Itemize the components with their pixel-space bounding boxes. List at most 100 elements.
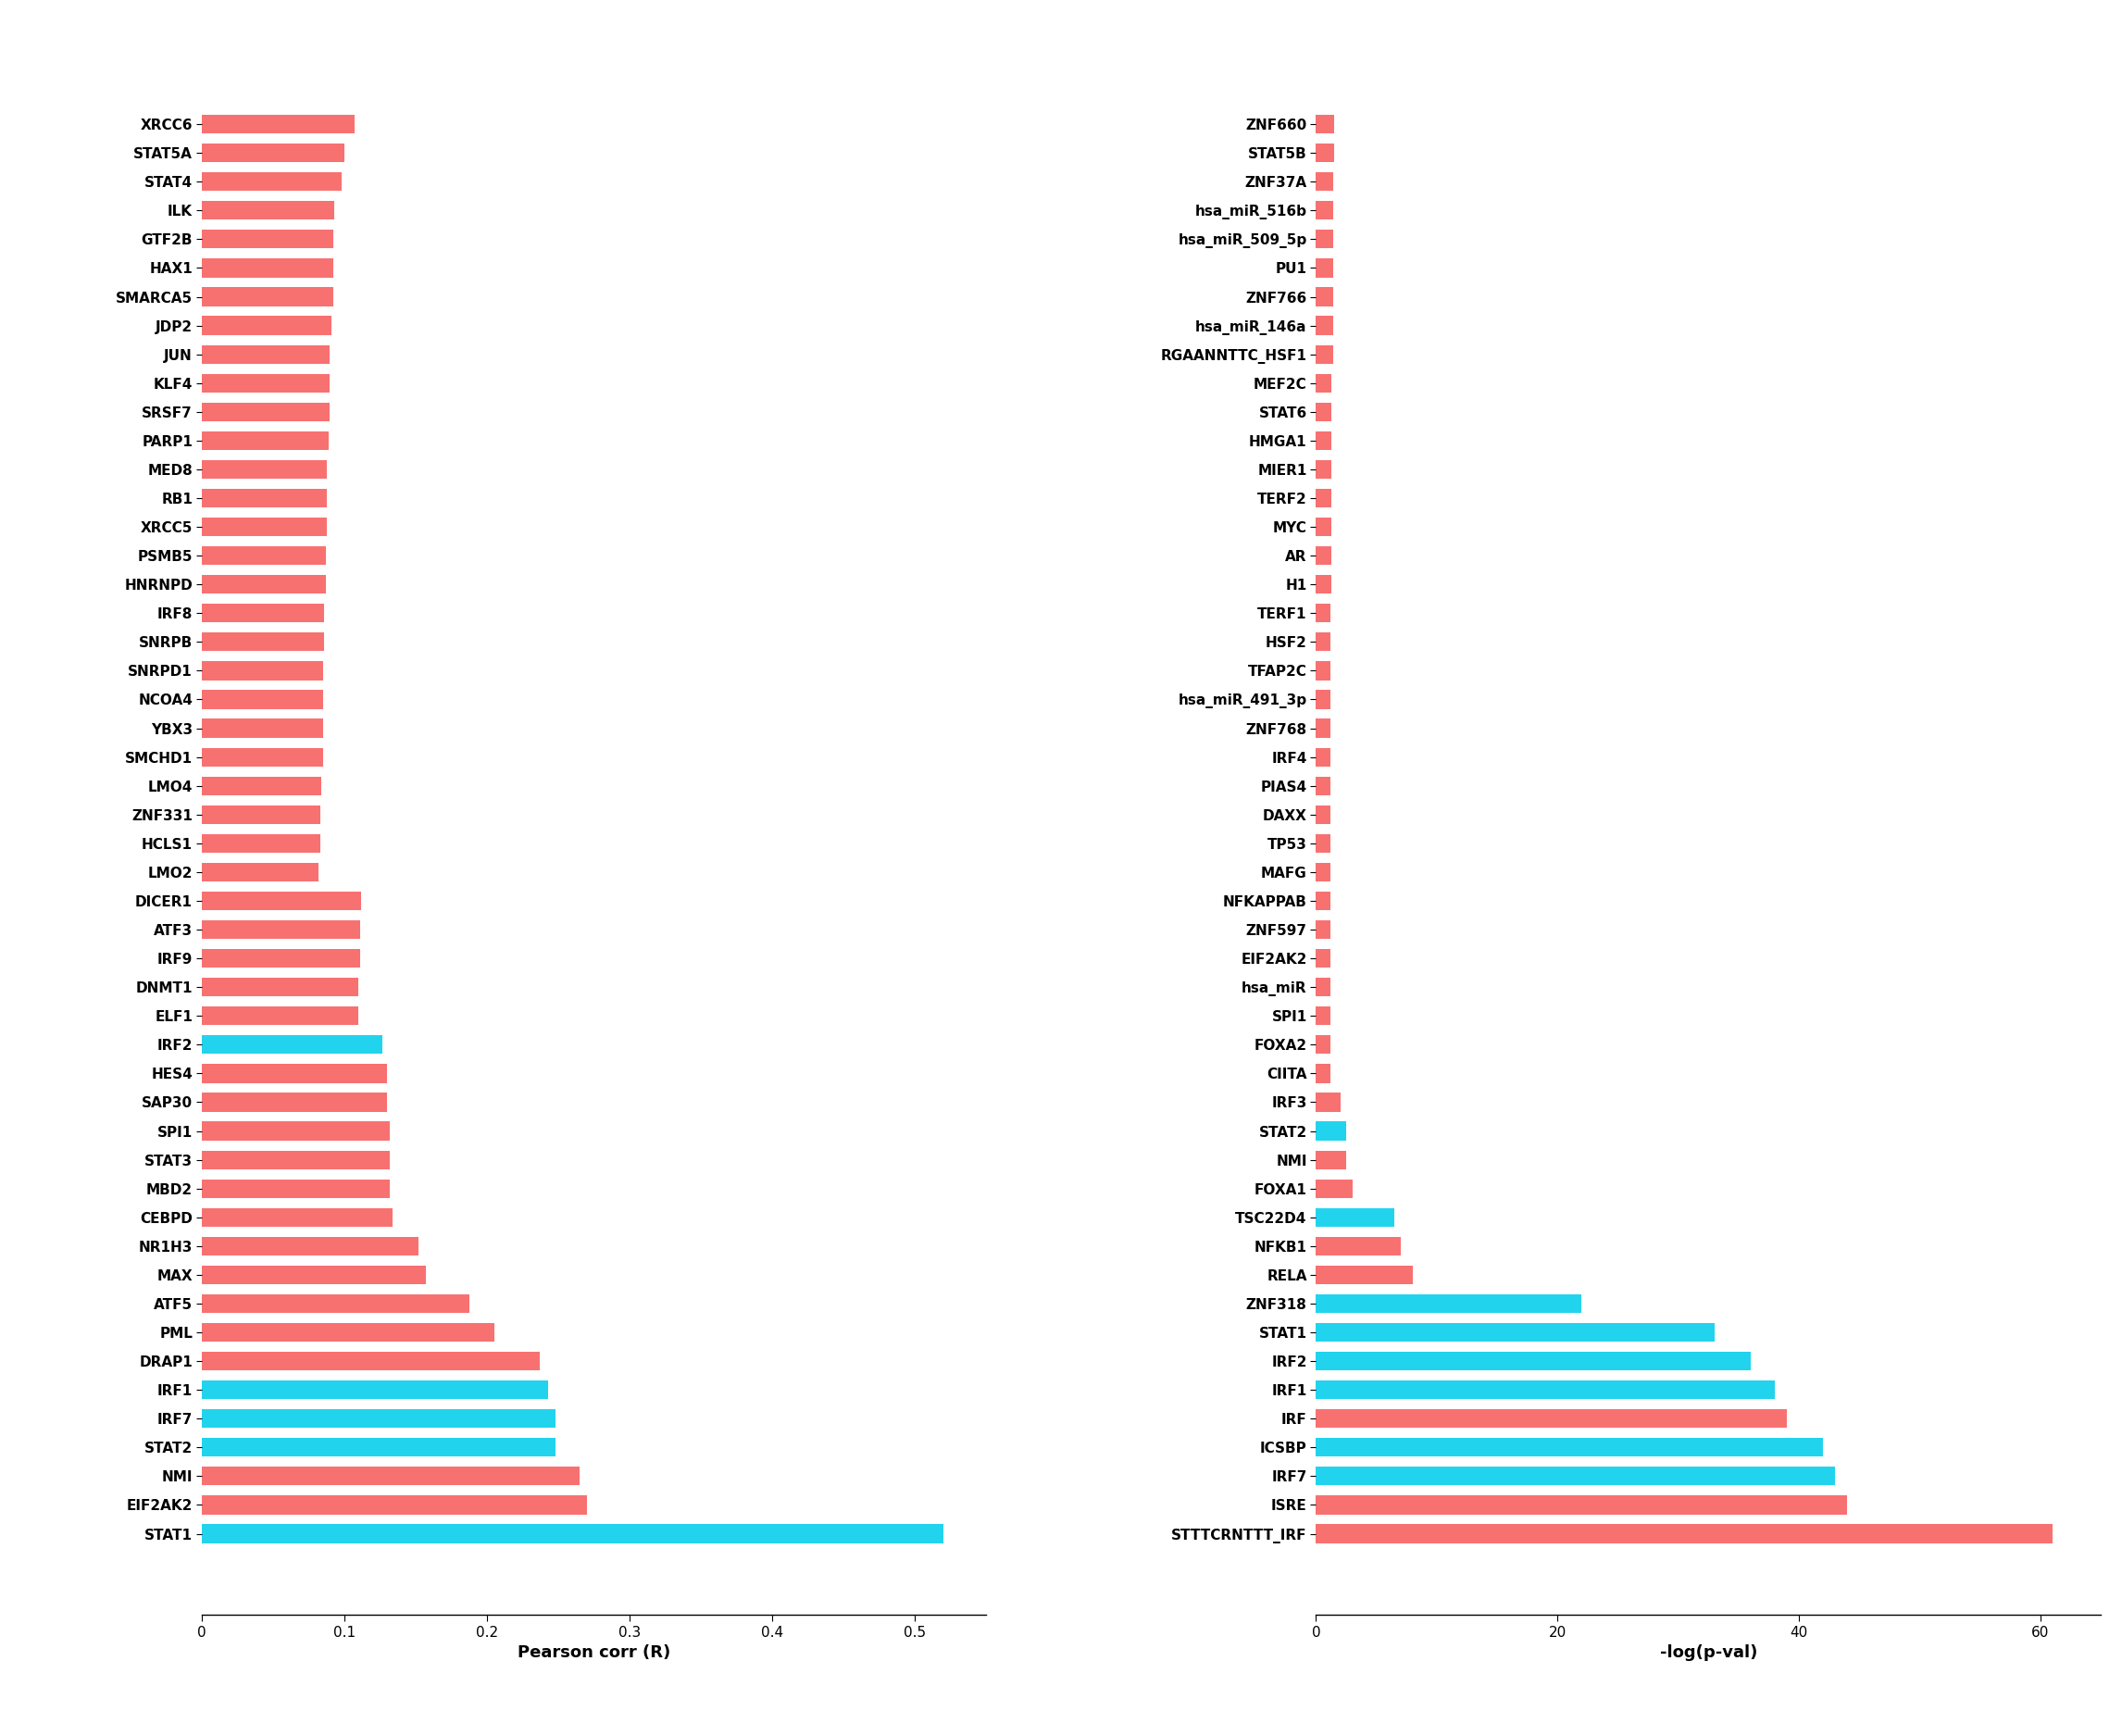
Bar — [1316, 1064, 1330, 1083]
Bar — [202, 172, 342, 191]
Bar — [1316, 490, 1333, 507]
Bar — [202, 1007, 359, 1026]
Bar — [1316, 806, 1330, 825]
Bar — [1316, 460, 1333, 479]
Bar — [202, 661, 323, 681]
Bar — [1316, 833, 1330, 852]
Bar — [1316, 547, 1333, 564]
Bar — [1316, 1496, 1848, 1514]
Bar — [202, 1496, 588, 1514]
Bar — [202, 776, 320, 795]
Bar — [1316, 892, 1330, 910]
Bar — [202, 1352, 539, 1370]
Bar — [202, 806, 320, 825]
Bar — [1316, 1121, 1345, 1141]
Bar — [1316, 719, 1330, 738]
Bar — [202, 719, 323, 738]
Bar — [202, 547, 327, 564]
Bar — [202, 892, 361, 910]
Bar — [1316, 632, 1330, 651]
Bar — [202, 288, 333, 306]
Bar — [202, 1094, 386, 1111]
Bar — [202, 1380, 547, 1399]
Bar — [1316, 776, 1330, 795]
Bar — [1316, 1524, 2052, 1543]
Bar — [202, 517, 327, 536]
Bar — [1316, 1323, 1715, 1342]
Bar — [1316, 1236, 1401, 1255]
Bar — [1316, 345, 1333, 363]
Bar — [202, 345, 331, 363]
Bar — [1316, 1380, 1774, 1399]
Bar — [202, 863, 318, 882]
Bar — [1316, 1266, 1413, 1285]
Bar — [202, 1437, 556, 1457]
Bar — [1316, 373, 1333, 392]
Bar — [1316, 259, 1333, 278]
Bar — [1316, 403, 1333, 422]
Bar — [202, 604, 325, 623]
X-axis label: -log(p-val): -log(p-val) — [1659, 1644, 1757, 1661]
Bar — [202, 575, 327, 594]
Bar — [1316, 201, 1333, 220]
Bar — [1316, 1410, 1787, 1429]
Bar — [1316, 431, 1333, 450]
Bar — [202, 748, 323, 766]
Bar — [1316, 115, 1335, 134]
Bar — [1316, 661, 1330, 681]
Bar — [202, 833, 320, 852]
Bar — [1316, 1007, 1330, 1026]
Bar — [1316, 1179, 1352, 1198]
Bar — [1316, 1151, 1345, 1168]
Bar — [1316, 1035, 1330, 1054]
Bar — [1316, 863, 1330, 882]
Bar — [1316, 1208, 1394, 1227]
Bar — [202, 259, 333, 278]
Bar — [1316, 1352, 1751, 1370]
Bar — [202, 977, 359, 996]
Bar — [1316, 316, 1333, 335]
Bar — [1316, 1295, 1581, 1312]
Bar — [1316, 1094, 1341, 1111]
Bar — [202, 950, 361, 967]
Bar — [202, 691, 323, 708]
Bar — [202, 403, 331, 422]
Bar — [202, 1151, 390, 1168]
Bar — [202, 373, 331, 392]
Bar — [1316, 288, 1333, 306]
Bar — [202, 1295, 469, 1312]
Bar — [202, 1524, 944, 1543]
Bar — [1316, 748, 1330, 766]
Bar — [1316, 691, 1330, 708]
Bar — [1316, 977, 1330, 996]
Bar — [202, 1035, 382, 1054]
Bar — [1316, 920, 1330, 939]
Bar — [1316, 950, 1330, 967]
Bar — [202, 1266, 427, 1285]
Bar — [202, 460, 327, 479]
Bar — [1316, 575, 1333, 594]
Bar — [202, 1236, 418, 1255]
Bar — [1316, 1467, 1836, 1486]
Bar — [1316, 172, 1333, 191]
Bar — [202, 1179, 390, 1198]
Bar — [202, 1410, 556, 1429]
Bar — [202, 490, 327, 507]
Bar — [202, 920, 361, 939]
Bar — [202, 431, 329, 450]
Bar — [1316, 517, 1333, 536]
Bar — [202, 1121, 390, 1141]
Bar — [202, 632, 325, 651]
X-axis label: Pearson corr (R): Pearson corr (R) — [518, 1644, 671, 1661]
Bar — [1316, 144, 1335, 161]
Bar — [202, 1208, 393, 1227]
Bar — [1316, 229, 1333, 248]
Bar — [202, 201, 335, 220]
Bar — [202, 316, 331, 335]
Bar — [1316, 604, 1330, 623]
Bar — [202, 229, 333, 248]
Bar — [202, 115, 354, 134]
Bar — [202, 1467, 579, 1486]
Bar — [202, 144, 344, 161]
Bar — [202, 1323, 494, 1342]
